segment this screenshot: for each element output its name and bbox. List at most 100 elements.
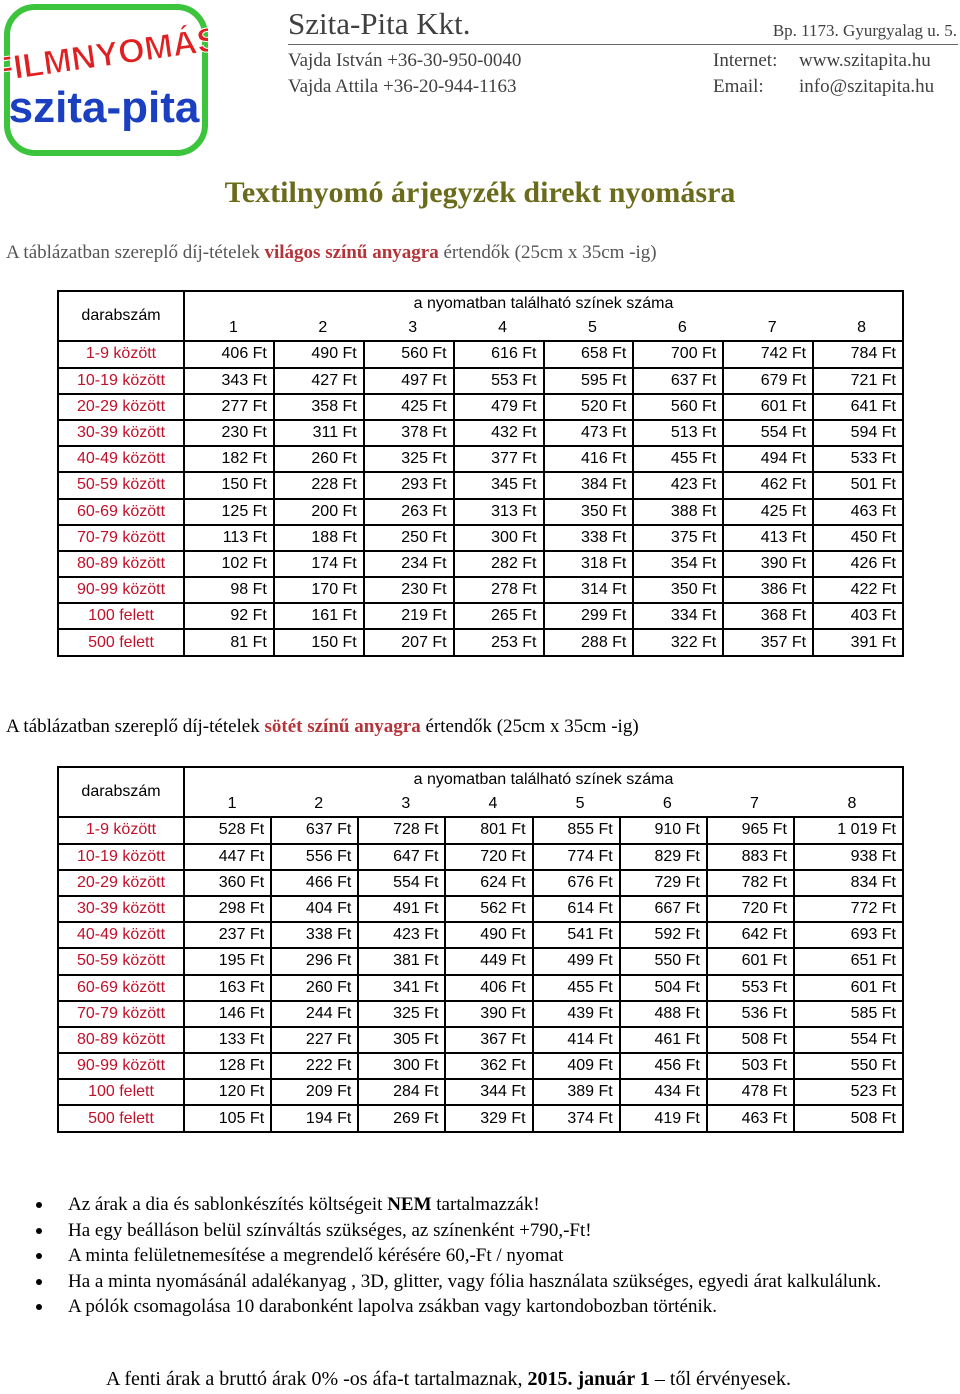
price-cell: 520 Ft bbox=[542, 392, 635, 421]
price-cell: 362 Ft bbox=[444, 1052, 534, 1081]
price-cell: 473 Ft bbox=[542, 418, 635, 448]
price-cell: 466 Ft bbox=[270, 868, 360, 897]
price-cell: 293 Ft bbox=[362, 471, 455, 500]
price-cell: 318 Ft bbox=[542, 549, 635, 579]
price-cell: 494 Ft bbox=[722, 445, 815, 474]
price-cell: 434 Ft bbox=[618, 1078, 708, 1107]
price-cell: 829 Ft bbox=[618, 842, 708, 871]
table-row: 40-49 között 237 Ft 338 Ft 423 Ft 490 Ft 541 … bbox=[57, 921, 905, 950]
table-row: 80-89 között 102 Ft 174 Ft 234 Ft 282 Ft 318 … bbox=[57, 549, 904, 579]
price-cell: 729 Ft bbox=[618, 868, 708, 897]
qty-cell: 30-39 között bbox=[57, 894, 185, 924]
internet-label: Internet: bbox=[713, 50, 778, 71]
price-cell: 263 Ft bbox=[362, 497, 455, 526]
note-1-pre: Az árak a dia és sablonkészítés költsége… bbox=[68, 1194, 388, 1215]
price-cell: 419 Ft bbox=[618, 1104, 708, 1133]
price-cell: 390 Ft bbox=[444, 999, 534, 1028]
price-cell: 278 Ft bbox=[452, 576, 545, 605]
price-cell: 667 Ft bbox=[618, 894, 708, 924]
price-cell: 490 Ft bbox=[272, 340, 365, 369]
price-cell: 300 Ft bbox=[357, 1052, 447, 1081]
price-cell: 782 Ft bbox=[705, 868, 795, 897]
price-cell: 260 Ft bbox=[272, 445, 365, 474]
price-cell: 260 Ft bbox=[270, 973, 360, 1002]
price-cell: 965 Ft bbox=[705, 816, 795, 845]
qty-cell: 20-29 között bbox=[57, 392, 185, 421]
contact-phone-2: Vajda Attila +36-20-944-1163 bbox=[288, 76, 517, 97]
note-item: A minta felületnemesítése a megrendelő k… bbox=[36, 1243, 936, 1269]
price-cell: 554 Ft bbox=[792, 1025, 905, 1055]
qty-header: darabszám bbox=[57, 289, 185, 342]
footer-note: A fenti árak a bruttó árak 0% -os áfa-t … bbox=[106, 1368, 791, 1391]
qty-cell: 10-19 között bbox=[57, 842, 185, 871]
price-cell: 560 Ft bbox=[362, 340, 455, 369]
color-count-cell: 4 bbox=[445, 792, 533, 819]
price-cell: 228 Ft bbox=[272, 471, 365, 500]
note-1-post: tartalmazzák! bbox=[431, 1194, 540, 1215]
color-count-cell: 6 bbox=[619, 792, 707, 819]
price-cell: 358 Ft bbox=[272, 392, 365, 421]
price-cell: 601 Ft bbox=[705, 947, 795, 976]
table-row: 500 felett 105 Ft 194 Ft 269 Ft 329 Ft 374 Ft… bbox=[57, 1104, 905, 1133]
table-row: 50-59 között 150 Ft 228 Ft 293 Ft 345 Ft 384 … bbox=[57, 471, 904, 500]
qty-cell: 50-59 között bbox=[57, 471, 185, 500]
email-link[interactable]: info@szitapita.hu bbox=[799, 76, 935, 97]
price-cell: 244 Ft bbox=[270, 999, 360, 1028]
price-cell: 594 Ft bbox=[812, 418, 904, 448]
color-count-cell: 2 bbox=[273, 316, 364, 343]
price-cell: 614 Ft bbox=[531, 894, 621, 924]
price-cell: 616 Ft bbox=[452, 340, 545, 369]
note-1-bold: NEM bbox=[387, 1194, 432, 1215]
price-cell: 479 Ft bbox=[452, 392, 545, 421]
price-cell: 406 Ft bbox=[444, 973, 534, 1002]
color-count-cell: 7 bbox=[706, 792, 794, 819]
price-cell: 478 Ft bbox=[705, 1078, 795, 1107]
qty-cell: 40-49 között bbox=[57, 921, 185, 950]
footer-post: – től érvényesek. bbox=[649, 1368, 791, 1390]
price-cell: 133 Ft bbox=[182, 1025, 273, 1055]
price-cell: 450 Ft bbox=[812, 523, 904, 552]
price-cell: 313 Ft bbox=[452, 497, 545, 526]
intro-light: A táblázatban szereplő díj-tételek világ… bbox=[6, 242, 657, 264]
price-cell: 250 Ft bbox=[362, 523, 455, 552]
price-cell: 368 Ft bbox=[722, 602, 815, 631]
bullet-icon bbox=[36, 1304, 42, 1310]
price-cell: 423 Ft bbox=[632, 471, 725, 500]
table-header-row: darabszám a nyomatban található színek sz… bbox=[57, 289, 904, 342]
price-cell: 234 Ft bbox=[362, 549, 455, 579]
website-link[interactable]: www.szitapita.hu bbox=[799, 50, 931, 71]
price-cell: 341 Ft bbox=[357, 973, 447, 1002]
table-row: 70-79 között 146 Ft 244 Ft 325 Ft 390 Ft 439 … bbox=[57, 999, 905, 1028]
price-cell: 388 Ft bbox=[632, 497, 725, 526]
price-cell: 801 Ft bbox=[444, 816, 534, 845]
price-cell: 426 Ft bbox=[812, 549, 904, 579]
price-cell: 391 Ft bbox=[812, 628, 904, 657]
qty-cell: 70-79 között bbox=[57, 999, 185, 1028]
price-cell: 523 Ft bbox=[792, 1078, 905, 1107]
price-cell: 386 Ft bbox=[722, 576, 815, 605]
price-cell: 194 Ft bbox=[270, 1104, 360, 1133]
price-cell: 651 Ft bbox=[792, 947, 905, 976]
price-cell: 642 Ft bbox=[705, 921, 795, 950]
bullet-icon bbox=[36, 1227, 42, 1234]
price-cell: 360 Ft bbox=[182, 868, 273, 897]
note-4: Ha a minta nyomásánál adalékanyag , 3D, … bbox=[68, 1270, 882, 1292]
price-cell: 595 Ft bbox=[542, 366, 635, 395]
price-cell: 354 Ft bbox=[632, 549, 725, 579]
price-cell: 81 Ft bbox=[183, 628, 275, 657]
qty-cell: 100 felett bbox=[57, 602, 185, 631]
color-count-cell: 3 bbox=[358, 792, 446, 819]
price-cell: 855 Ft bbox=[531, 816, 621, 845]
price-cell: 554 Ft bbox=[357, 868, 447, 897]
price-cell: 463 Ft bbox=[705, 1104, 795, 1133]
price-cell: 883 Ft bbox=[705, 842, 795, 871]
company-name: Szita-Pita Kkt. bbox=[288, 6, 471, 41]
footer-date: 2015. január 1 bbox=[527, 1368, 650, 1390]
price-cell: 374 Ft bbox=[531, 1104, 621, 1133]
price-cell: 488 Ft bbox=[618, 999, 708, 1028]
price-cell: 296 Ft bbox=[270, 947, 360, 976]
price-cell: 455 Ft bbox=[632, 445, 725, 474]
price-cell: 641 Ft bbox=[812, 392, 904, 421]
price-cell: 1 019 Ft bbox=[792, 816, 905, 845]
